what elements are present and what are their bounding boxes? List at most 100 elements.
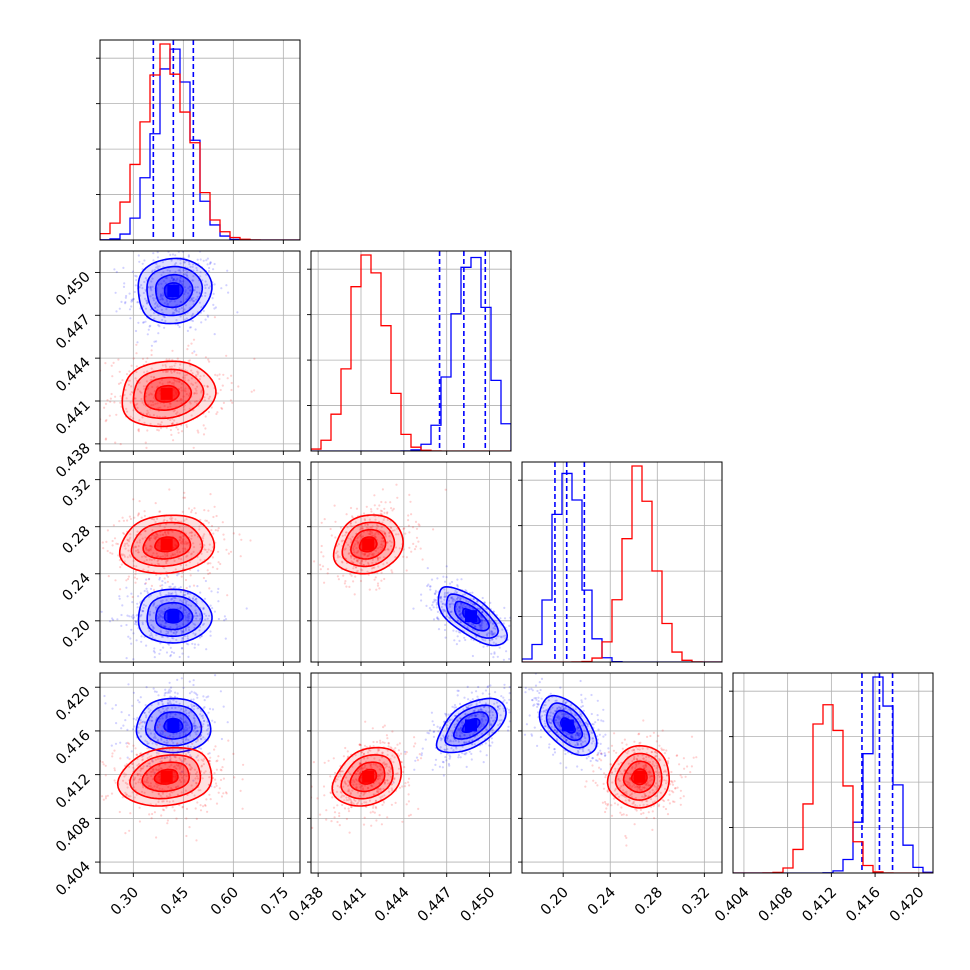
scatter-point (124, 791, 127, 794)
scatter-point (129, 812, 132, 815)
scatter-point (181, 310, 184, 313)
scatter-point (480, 725, 483, 728)
scatter-point (348, 790, 351, 793)
scatter-point (433, 600, 436, 603)
scatter-point (126, 786, 129, 789)
scatter-point (456, 689, 459, 692)
scatter-point (389, 757, 392, 761)
scatter-point (150, 280, 153, 283)
scatter-point (136, 577, 139, 580)
scatter-point (183, 728, 186, 731)
scatter-point (172, 279, 175, 282)
scatter-point (153, 536, 156, 540)
scatter-point (128, 742, 131, 745)
scatter-point (148, 577, 151, 580)
scatter-point (446, 724, 449, 727)
scatter-point (136, 406, 139, 409)
scatter-point (387, 773, 390, 776)
scatter-point (163, 404, 166, 408)
scatter-point (442, 575, 445, 578)
scatter-point (212, 515, 215, 519)
scatter-point (141, 416, 144, 419)
scatter-point (126, 556, 129, 559)
scatter-point (350, 801, 353, 804)
scatter-point (560, 734, 563, 738)
scatter-point (143, 780, 146, 783)
scatter-point (129, 795, 132, 798)
scatter-point (390, 787, 393, 790)
scatter-point (501, 628, 504, 631)
scatter-point (190, 698, 193, 701)
scatter-point (152, 747, 155, 750)
scatter-point (358, 799, 361, 802)
scatter-point (190, 553, 193, 556)
scatter-point (526, 641, 528, 643)
scatter-point (487, 706, 491, 709)
scatter-point (471, 591, 474, 594)
scatter-point (152, 650, 155, 653)
scatter-point (115, 722, 118, 725)
scatter-point (386, 816, 389, 819)
scatter-point (387, 782, 390, 785)
scatter-point (344, 547, 347, 550)
scatter-point (464, 589, 467, 592)
scatter-point (163, 710, 166, 713)
scatter-point (138, 541, 141, 544)
scatter-point (200, 765, 203, 768)
scatter-point (596, 759, 599, 763)
scatter-point (155, 573, 158, 577)
scatter-point (189, 754, 192, 757)
scatter-point (124, 296, 127, 299)
scatter-point (389, 526, 392, 529)
scatter-point (180, 382, 183, 385)
scatter-point (354, 566, 357, 569)
scatter-point (152, 403, 155, 406)
scatter-point (204, 291, 207, 295)
scatter-point (569, 711, 572, 714)
scatter-point (142, 385, 145, 388)
scatter-point (166, 530, 169, 533)
scatter-point (177, 547, 180, 551)
scatter-point (556, 708, 559, 711)
scatter-point (200, 764, 204, 767)
scatter-point (180, 773, 183, 776)
scatter-point (146, 757, 149, 760)
scatter-point (505, 650, 508, 653)
scatter-point (495, 637, 498, 640)
scatter-point (490, 723, 493, 726)
scatter-point (459, 602, 463, 605)
scatter-point (402, 527, 405, 531)
scatter-point (153, 811, 156, 814)
scatter-point (180, 764, 183, 767)
scatter-point (239, 789, 242, 793)
scatter-point (184, 721, 187, 724)
scatter-point (192, 708, 195, 711)
scatter-point (168, 688, 171, 691)
scatter-point (193, 237, 195, 239)
scatter-point (224, 618, 228, 621)
scatter-point (180, 280, 183, 283)
scatter-point (187, 379, 190, 382)
scatter-point (209, 261, 212, 264)
scatter-point (157, 703, 160, 706)
scatter-point (432, 528, 435, 531)
scatter-point (200, 725, 203, 728)
scatter-point (590, 693, 593, 697)
scatter-point (367, 554, 370, 557)
scatter-point (381, 521, 384, 524)
scatter-point (147, 549, 150, 552)
scatter-point (196, 269, 199, 272)
scatter-point (563, 714, 566, 717)
scatter-point (467, 704, 470, 707)
scatter-point (398, 742, 401, 745)
scatter-point (353, 780, 356, 784)
scatter-point (183, 318, 186, 321)
scatter-point (236, 311, 239, 314)
scatter-point (123, 775, 126, 778)
scatter-point (126, 745, 129, 748)
scatter-point (441, 608, 444, 611)
scatter-point (386, 779, 389, 782)
scatter-point (186, 554, 189, 557)
scatter-point (336, 784, 339, 788)
scatter-point (323, 761, 326, 764)
